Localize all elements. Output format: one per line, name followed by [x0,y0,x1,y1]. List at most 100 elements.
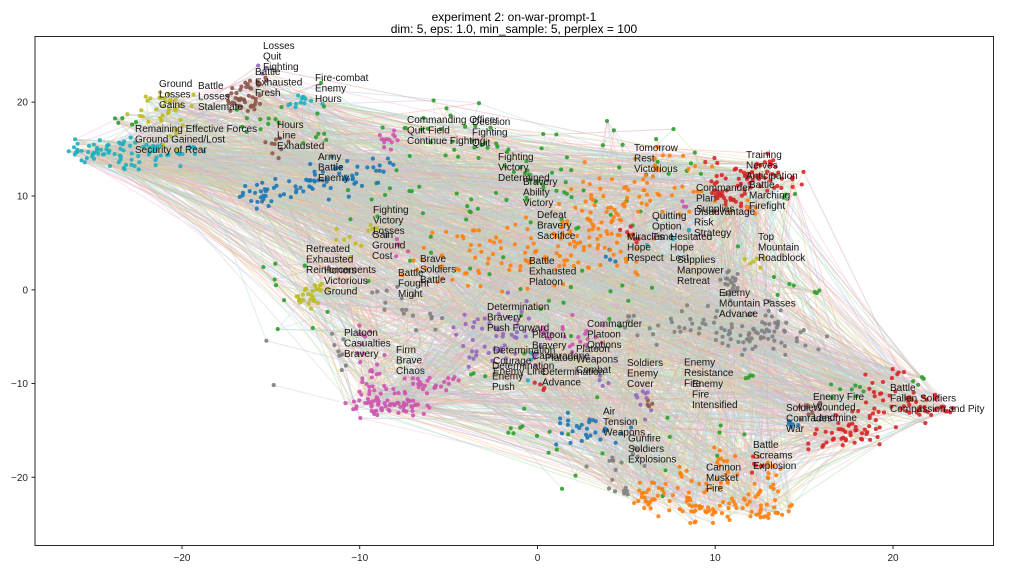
svg-text:Honors: Honors [324,266,356,277]
svg-text:Training: Training [746,150,782,161]
svg-text:Fallen Soldiers: Fallen Soldiers [890,393,956,404]
svg-text:Exhausted: Exhausted [529,266,576,277]
svg-text:Enemy Line: Enemy Line [493,366,546,377]
svg-text:Supplies: Supplies [677,255,715,266]
svg-text:Risk: Risk [694,217,714,228]
svg-text:Casualties: Casualties [344,338,391,349]
svg-text:Quitting: Quitting [652,211,686,222]
svg-text:Intensified: Intensified [692,400,738,411]
svg-text:Comrades: Comrades [786,413,832,424]
svg-text:Determination: Determination [492,361,554,372]
svg-text:Platoon: Platoon [532,330,566,341]
svg-text:Chaos: Chaos [396,366,425,377]
svg-text:Quit: Quit [472,138,491,149]
svg-text:Roadblock: Roadblock [758,253,806,264]
svg-text:Exhausted: Exhausted [255,78,302,89]
svg-text:Battle: Battle [318,162,344,173]
svg-text:Battle: Battle [255,67,281,78]
svg-text:−10: −10 [11,379,28,390]
svg-text:Firefight: Firefight [749,201,785,212]
svg-text:Platoon: Platoon [576,344,610,355]
svg-text:Battle: Battle [529,256,555,267]
svg-text:Cover: Cover [627,379,654,390]
svg-text:Bravery: Bravery [532,340,566,351]
svg-text:Platoon: Platoon [587,329,621,340]
svg-text:Battle: Battle [753,440,779,451]
svg-text:Time: Time [652,232,674,243]
svg-text:Compassion and Pity: Compassion and Pity [890,404,985,415]
svg-text:Screams: Screams [753,450,792,461]
svg-text:Victory: Victory [523,198,553,209]
svg-text:Fire: Fire [706,483,724,494]
svg-text:Quit: Quit [263,52,282,63]
svg-text:Battle: Battle [398,268,424,279]
svg-text:Quit Field: Quit Field [407,125,450,136]
svg-text:Enemy: Enemy [627,368,658,379]
svg-text:Cannon: Cannon [706,463,741,474]
svg-text:Mountain: Mountain [758,242,799,253]
svg-text:Push Forward: Push Forward [487,323,549,334]
svg-text:Nerves: Nerves [746,160,778,171]
svg-text:Anticipation: Anticipation [746,171,798,182]
svg-text:Enemy: Enemy [315,84,346,95]
svg-text:Tension: Tension [603,417,637,428]
svg-text:Marching: Marching [749,190,790,201]
svg-text:Fighting: Fighting [498,152,534,163]
svg-text:Platoon: Platoon [344,328,378,339]
svg-text:Top: Top [758,232,775,243]
svg-text:Determination: Determination [487,302,549,313]
svg-text:Losses: Losses [263,41,295,52]
svg-text:Camaraderie: Camaraderie [532,351,590,362]
svg-text:Enemy: Enemy [692,379,723,390]
svg-text:−20: −20 [174,553,191,564]
svg-text:−10: −10 [351,553,368,564]
svg-text:Options: Options [587,340,621,351]
svg-text:10: 10 [710,553,722,564]
svg-text:Weapons: Weapons [603,427,645,438]
svg-text:Hope: Hope [670,242,694,253]
svg-text:Fought: Fought [398,278,429,289]
svg-text:Advance: Advance [719,309,758,320]
svg-text:Line: Line [277,130,296,141]
svg-text:Soldiers: Soldiers [786,403,822,414]
svg-text:Defeat: Defeat [537,210,567,221]
svg-text:Battle: Battle [890,383,916,394]
svg-text:Fire-combat: Fire-combat [315,73,369,84]
svg-text:Fresh: Fresh [255,88,281,99]
svg-text:Fire: Fire [684,378,702,389]
svg-text:Might: Might [398,289,423,300]
svg-text:Bravery: Bravery [487,312,521,323]
svg-text:20: 20 [887,553,899,564]
svg-text:Miracles: Miracles [627,232,664,243]
svg-text:Resistance: Resistance [684,368,734,379]
svg-text:Ground: Ground [372,240,405,251]
svg-text:Commander: Commander [696,183,752,194]
svg-text:Battle: Battle [749,180,775,191]
svg-text:Strategy: Strategy [694,228,731,239]
svg-text:Disadvantage: Disadvantage [694,207,756,218]
svg-text:Gunfire: Gunfire [628,434,661,445]
svg-text:Determination: Determination [542,367,604,378]
svg-text:Tomorrow: Tomorrow [634,143,679,154]
svg-text:0: 0 [22,285,28,296]
svg-text:Supplies: Supplies [696,204,734,215]
svg-text:Enemy: Enemy [719,288,750,299]
svg-text:Gain: Gain [372,230,393,241]
svg-text:Hope: Hope [627,242,651,253]
svg-text:Brave: Brave [396,355,423,366]
svg-text:Exhausted: Exhausted [306,254,353,265]
svg-text:Soldiers: Soldiers [627,358,663,369]
svg-text:Explosion: Explosion [753,461,796,472]
svg-text:Explosions: Explosions [628,454,676,465]
svg-text:−20: −20 [11,473,28,484]
svg-text:Bravery: Bravery [523,177,557,188]
svg-text:Soldiers: Soldiers [420,264,456,275]
svg-text:Continue Fighting: Continue Fighting [407,136,485,147]
svg-text:Manpower: Manpower [677,265,724,276]
svg-text:Losses: Losses [198,92,230,103]
svg-text:Ground: Ground [324,286,357,297]
svg-text:Fighting: Fighting [373,205,409,216]
svg-text:Decision: Decision [472,117,510,128]
svg-text:Ground Gained/Lost: Ground Gained/Lost [135,134,225,145]
svg-text:War: War [786,424,805,435]
